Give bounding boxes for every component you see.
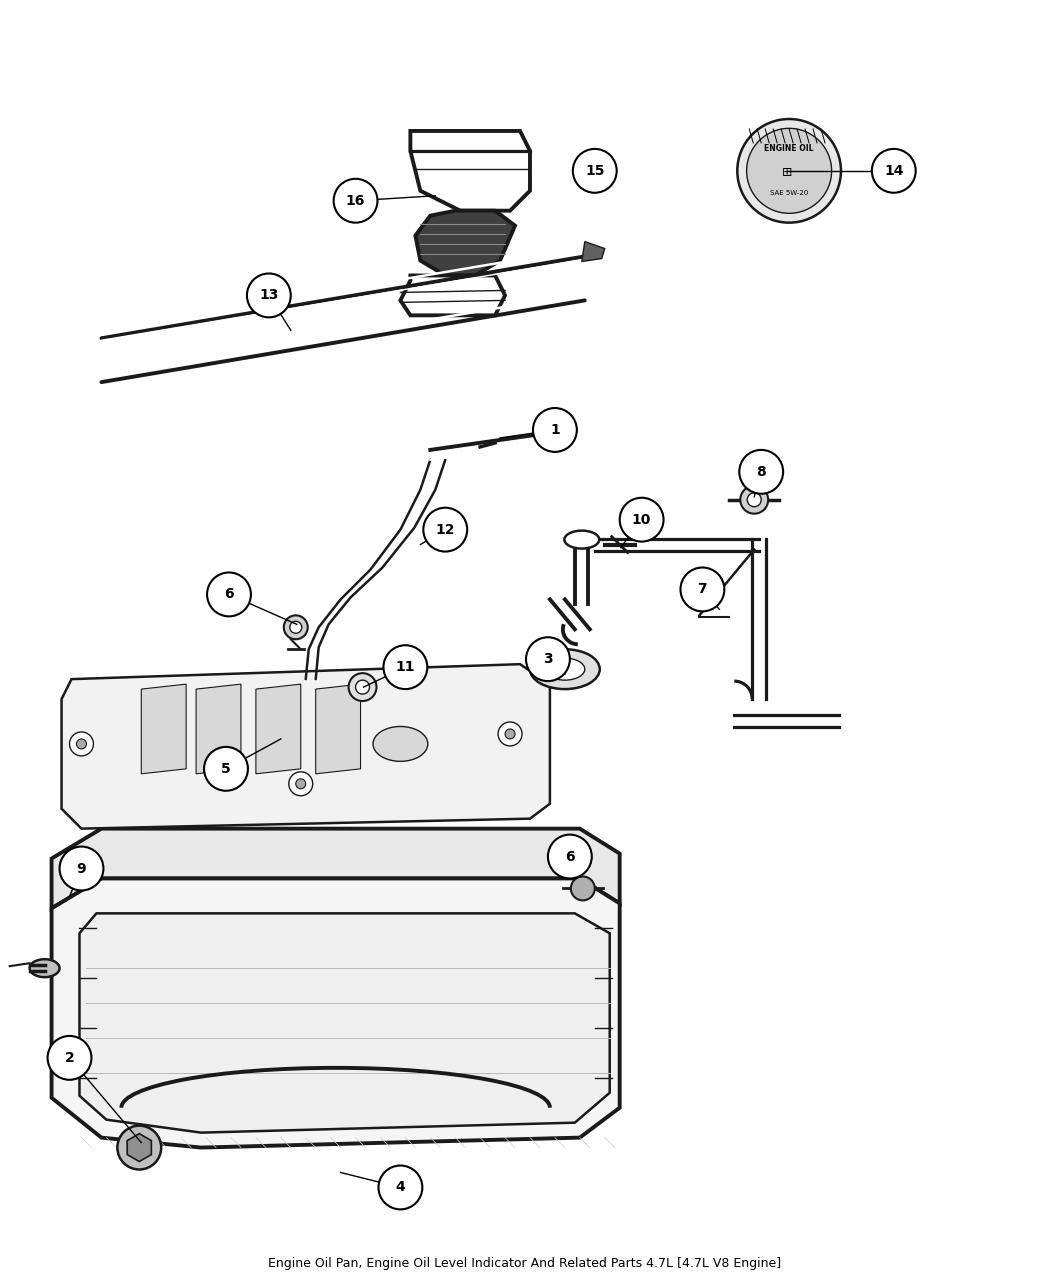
Text: 4: 4 bbox=[396, 1181, 405, 1195]
Polygon shape bbox=[127, 1133, 151, 1162]
Text: 6: 6 bbox=[565, 849, 574, 863]
Ellipse shape bbox=[545, 658, 585, 680]
Text: 6: 6 bbox=[224, 588, 234, 602]
Circle shape bbox=[423, 507, 467, 552]
Ellipse shape bbox=[530, 649, 600, 688]
Polygon shape bbox=[51, 878, 620, 1148]
Ellipse shape bbox=[564, 530, 600, 548]
Circle shape bbox=[498, 722, 522, 746]
Circle shape bbox=[872, 149, 916, 193]
Text: 10: 10 bbox=[632, 513, 651, 527]
Text: 16: 16 bbox=[345, 194, 365, 208]
Circle shape bbox=[60, 847, 103, 890]
Circle shape bbox=[505, 729, 516, 740]
Text: 1: 1 bbox=[550, 423, 560, 437]
Circle shape bbox=[284, 616, 308, 639]
Circle shape bbox=[383, 645, 427, 688]
Polygon shape bbox=[316, 685, 360, 774]
Circle shape bbox=[748, 492, 761, 506]
Text: 9: 9 bbox=[77, 862, 86, 876]
Polygon shape bbox=[51, 829, 620, 908]
Circle shape bbox=[47, 1037, 91, 1080]
Circle shape bbox=[356, 680, 370, 694]
Circle shape bbox=[296, 779, 306, 789]
Circle shape bbox=[526, 638, 570, 681]
Text: SAE 5W-20: SAE 5W-20 bbox=[770, 190, 808, 196]
Circle shape bbox=[118, 1126, 162, 1169]
Circle shape bbox=[620, 497, 664, 542]
Text: 13: 13 bbox=[259, 288, 278, 302]
Polygon shape bbox=[196, 685, 240, 774]
Circle shape bbox=[204, 747, 248, 790]
Ellipse shape bbox=[373, 727, 427, 761]
Text: ENGINE OIL: ENGINE OIL bbox=[764, 144, 814, 153]
Ellipse shape bbox=[29, 959, 60, 977]
Circle shape bbox=[737, 119, 841, 223]
Circle shape bbox=[533, 408, 576, 451]
Text: 12: 12 bbox=[436, 523, 455, 537]
Circle shape bbox=[77, 740, 86, 748]
Circle shape bbox=[349, 673, 377, 701]
Circle shape bbox=[207, 572, 251, 616]
Text: 2: 2 bbox=[65, 1051, 75, 1065]
Circle shape bbox=[740, 486, 769, 514]
Circle shape bbox=[378, 1165, 422, 1210]
Circle shape bbox=[247, 273, 291, 317]
Polygon shape bbox=[411, 131, 530, 210]
Text: 7: 7 bbox=[697, 583, 708, 597]
Text: 8: 8 bbox=[756, 465, 766, 479]
Text: Engine Oil Pan, Engine Oil Level Indicator And Related Parts 4.7L [4.7L V8 Engin: Engine Oil Pan, Engine Oil Level Indicat… bbox=[269, 1257, 781, 1270]
Circle shape bbox=[573, 149, 616, 193]
Circle shape bbox=[739, 450, 783, 493]
Circle shape bbox=[571, 876, 594, 900]
Circle shape bbox=[747, 129, 832, 213]
Polygon shape bbox=[80, 913, 610, 1132]
Text: 3: 3 bbox=[543, 653, 552, 667]
Circle shape bbox=[334, 179, 378, 223]
Polygon shape bbox=[256, 685, 300, 774]
Circle shape bbox=[69, 732, 93, 756]
Text: 15: 15 bbox=[585, 163, 605, 177]
Polygon shape bbox=[582, 241, 605, 261]
Circle shape bbox=[680, 567, 724, 611]
Text: 11: 11 bbox=[396, 660, 415, 674]
Text: 5: 5 bbox=[222, 762, 231, 775]
Polygon shape bbox=[416, 210, 516, 275]
Text: ⊞: ⊞ bbox=[782, 166, 793, 180]
Circle shape bbox=[548, 835, 592, 878]
Polygon shape bbox=[142, 685, 186, 774]
Circle shape bbox=[290, 621, 301, 634]
Polygon shape bbox=[62, 664, 550, 829]
Text: 14: 14 bbox=[884, 163, 903, 177]
Polygon shape bbox=[400, 275, 505, 315]
Circle shape bbox=[289, 771, 313, 796]
